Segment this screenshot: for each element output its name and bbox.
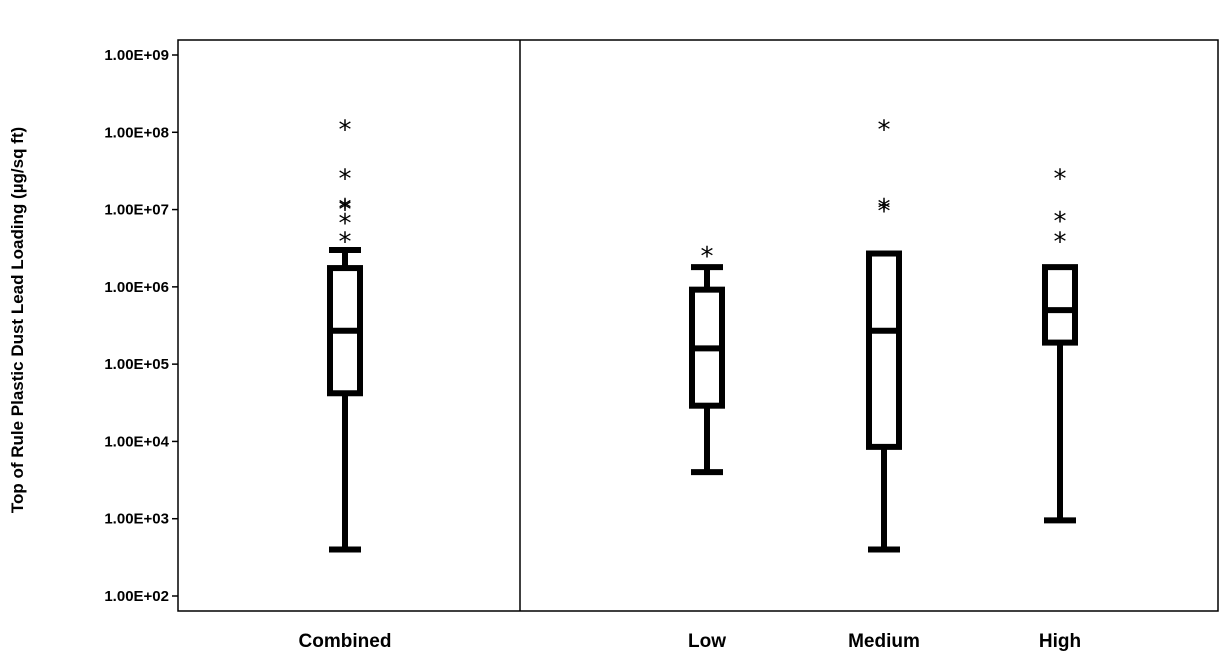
- outlier-marker: *: [339, 228, 352, 258]
- outlier-marker: *: [878, 194, 891, 224]
- plot-border: [177, 39, 1219, 612]
- y-axis-label: Top of Rule Plastic Dust Lead Loading (µ…: [8, 127, 27, 513]
- outlier-marker: *: [339, 194, 352, 224]
- x-category-label-medium: Medium: [848, 631, 920, 652]
- plot-frame: [177, 39, 1219, 612]
- x-category-label-high: High: [1039, 631, 1081, 652]
- y-tick-label: 1.00E+02: [104, 588, 169, 605]
- outlier-marker: *: [878, 197, 891, 227]
- outlier-marker: *: [1054, 207, 1067, 237]
- y-tick-label: 1.00E+07: [104, 202, 169, 219]
- outlier-marker: *: [339, 115, 352, 145]
- outlier-marker: *: [1054, 228, 1067, 258]
- outlier-marker: *: [339, 165, 352, 195]
- y-axis: 1.00E+02 1.00E+03 1.00E+04 1.00E+05 1.00E+06…: [104, 47, 178, 605]
- boxes: *************: [327, 115, 1078, 553]
- y-tick-label: 1.00E+09: [104, 47, 169, 64]
- x-category-label-combined: Combined: [299, 631, 392, 652]
- box-high: ***: [1042, 165, 1078, 524]
- outlier-marker: *: [878, 115, 891, 145]
- y-tick-label: 1.00E+06: [104, 279, 169, 296]
- y-tick-label: 1.00E+04: [104, 433, 169, 450]
- outlier-marker: *: [701, 242, 714, 272]
- outlier-marker: *: [339, 209, 352, 239]
- y-tick-label: 1.00E+05: [104, 356, 169, 373]
- x-category-label-low: Low: [688, 631, 726, 652]
- y-tick-label: 1.00E+08: [104, 124, 169, 141]
- box-combined: ******: [327, 115, 363, 553]
- outlier-marker: *: [339, 195, 352, 225]
- box-low: *: [689, 242, 725, 476]
- outlier-marker: *: [1054, 165, 1067, 195]
- x-axis-labels: Combined Low Medium High: [299, 631, 1082, 652]
- box-medium: ***: [866, 115, 902, 553]
- iqr-box: [1042, 264, 1078, 346]
- y-tick-label: 1.00E+03: [104, 511, 169, 528]
- iqr-box: [866, 250, 902, 450]
